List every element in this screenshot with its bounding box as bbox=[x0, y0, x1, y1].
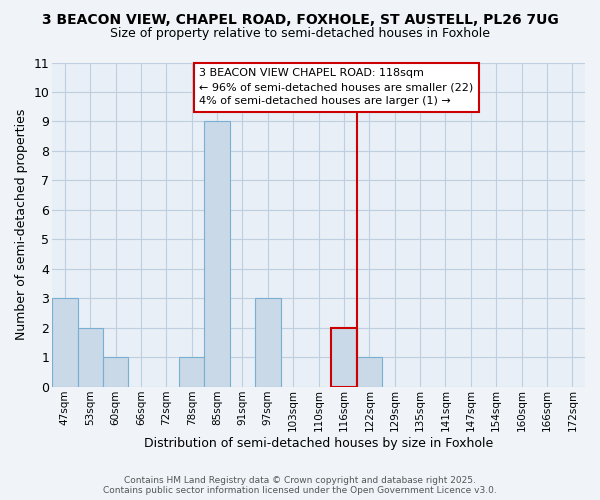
X-axis label: Distribution of semi-detached houses by size in Foxhole: Distribution of semi-detached houses by … bbox=[144, 437, 493, 450]
Bar bbox=[331, 328, 356, 386]
Bar bbox=[52, 298, 77, 386]
Text: 3 BEACON VIEW, CHAPEL ROAD, FOXHOLE, ST AUSTELL, PL26 7UG: 3 BEACON VIEW, CHAPEL ROAD, FOXHOLE, ST … bbox=[41, 12, 559, 26]
Bar bbox=[77, 328, 103, 386]
Y-axis label: Number of semi-detached properties: Number of semi-detached properties bbox=[15, 109, 28, 340]
Bar bbox=[179, 357, 205, 386]
Bar bbox=[205, 122, 230, 386]
Text: 3 BEACON VIEW CHAPEL ROAD: 118sqm
← 96% of semi-detached houses are smaller (22): 3 BEACON VIEW CHAPEL ROAD: 118sqm ← 96% … bbox=[199, 68, 473, 106]
Text: Contains HM Land Registry data © Crown copyright and database right 2025.
Contai: Contains HM Land Registry data © Crown c… bbox=[103, 476, 497, 495]
Bar bbox=[356, 357, 382, 386]
Text: Size of property relative to semi-detached houses in Foxhole: Size of property relative to semi-detach… bbox=[110, 28, 490, 40]
Bar bbox=[255, 298, 281, 386]
Bar bbox=[103, 357, 128, 386]
